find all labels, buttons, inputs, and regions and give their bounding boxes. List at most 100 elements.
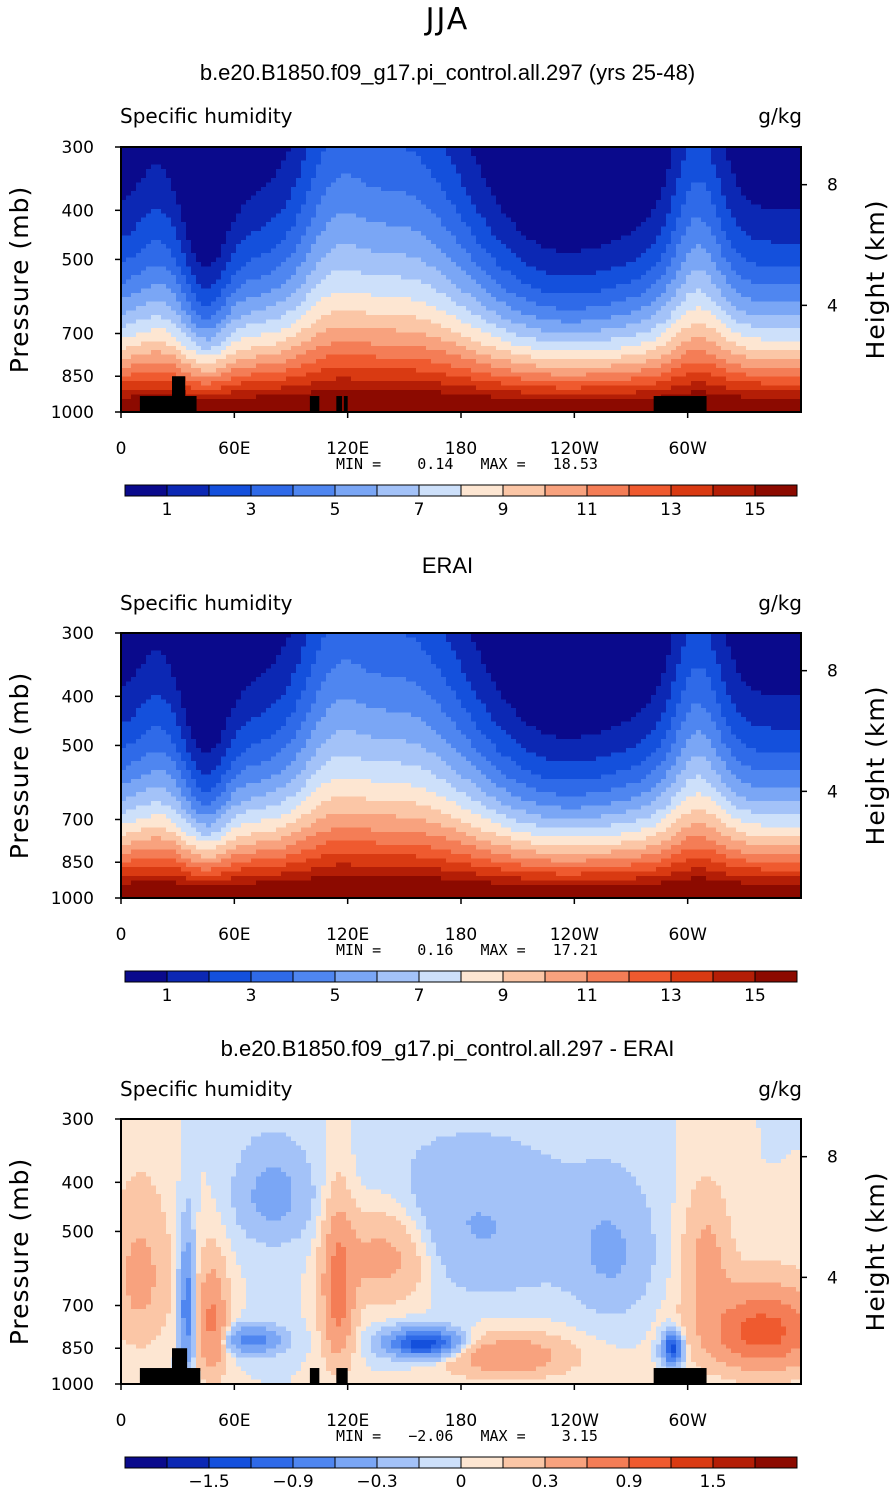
field-cell <box>501 266 507 272</box>
field-cell <box>496 208 502 214</box>
field-cell <box>366 306 372 312</box>
field-cell <box>501 208 507 214</box>
field-cell <box>796 177 802 183</box>
field-cell <box>601 279 607 285</box>
field-cell <box>491 200 497 206</box>
field-cell <box>306 208 312 214</box>
field-cell <box>291 217 297 223</box>
field-cell <box>736 186 742 192</box>
field-cell <box>631 248 637 254</box>
field-cell <box>216 257 222 263</box>
field-cell <box>336 261 342 267</box>
field-cell <box>501 253 507 259</box>
field-cell <box>351 266 357 272</box>
field-cell <box>606 155 612 161</box>
field-cell <box>576 292 582 298</box>
field-cell <box>251 222 257 228</box>
field-cell <box>456 195 462 201</box>
field-cell <box>656 257 662 263</box>
field-cell <box>541 226 547 232</box>
field-cell <box>161 160 167 166</box>
field-cell <box>476 195 482 201</box>
field-cell <box>216 177 222 183</box>
field-cell <box>211 177 217 183</box>
field-cell <box>321 283 327 289</box>
field-cell <box>541 164 547 170</box>
field-cell <box>191 151 197 157</box>
field-cell <box>301 177 307 183</box>
field-cell <box>711 235 717 241</box>
field-cell <box>341 261 347 267</box>
field-cell <box>531 155 537 161</box>
field-cell <box>556 164 562 170</box>
field-cell <box>651 248 657 254</box>
field-cell <box>781 283 787 289</box>
field-cell <box>691 155 697 161</box>
field-cell <box>151 182 157 188</box>
field-cell <box>226 177 232 183</box>
field-cell <box>286 239 292 245</box>
field-cell <box>371 160 377 166</box>
field-cell <box>131 173 137 179</box>
field-cell <box>556 222 562 228</box>
field-cell <box>751 279 757 285</box>
field-cell <box>571 261 577 267</box>
field-cell <box>261 164 267 170</box>
field-cell <box>771 279 777 285</box>
field-cell <box>521 292 527 298</box>
field-cell <box>301 217 307 223</box>
field-cell <box>226 186 232 192</box>
field-cell <box>456 186 462 192</box>
field-cell <box>716 239 722 245</box>
field-cell <box>206 200 212 206</box>
field-cell <box>166 283 172 289</box>
field-cell <box>561 266 567 272</box>
field-cell <box>331 186 337 192</box>
field-cell <box>156 164 162 170</box>
field-cell <box>206 239 212 245</box>
field-cell <box>146 288 152 294</box>
field-cell <box>726 177 732 183</box>
field-cell <box>496 306 502 312</box>
field-cell <box>396 239 402 245</box>
field-cell <box>261 292 267 298</box>
field-cell <box>496 239 502 245</box>
field-cell <box>676 239 682 245</box>
field-cell <box>656 301 662 307</box>
field-cell <box>751 195 757 201</box>
field-cell <box>496 226 502 232</box>
field-cell <box>416 222 422 228</box>
field-cell <box>791 160 797 166</box>
field-cell <box>516 253 522 259</box>
field-cell <box>481 204 487 210</box>
field-cell <box>346 182 352 188</box>
field-cell <box>336 235 342 241</box>
field-cell <box>136 292 142 298</box>
field-cell <box>666 177 672 183</box>
field-cell <box>646 279 652 285</box>
field-cell <box>676 230 682 236</box>
field-cell <box>311 222 317 228</box>
field-cell <box>296 155 302 161</box>
field-cell <box>496 222 502 228</box>
field-cell <box>311 195 317 201</box>
field-cell <box>261 151 267 157</box>
field-cell <box>171 275 177 281</box>
field-cell <box>596 235 602 241</box>
field-cell <box>211 160 217 166</box>
field-cell <box>751 288 757 294</box>
field-cell <box>611 244 617 250</box>
field-cell <box>566 297 572 303</box>
field-cell <box>711 226 717 232</box>
field-cell <box>631 164 637 170</box>
field-cell <box>236 261 242 267</box>
field-cell <box>256 182 262 188</box>
field-cell <box>306 248 312 254</box>
field-cell <box>156 182 162 188</box>
field-cell <box>591 297 597 303</box>
field-cell <box>171 261 177 267</box>
field-cell <box>241 292 247 298</box>
field-cell <box>536 213 542 219</box>
field-cell <box>656 160 662 166</box>
field-cell <box>271 270 277 276</box>
